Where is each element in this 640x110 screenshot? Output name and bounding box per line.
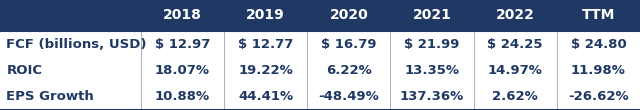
Text: $ 24.80: $ 24.80 bbox=[570, 38, 627, 50]
Text: 6.22%: 6.22% bbox=[326, 64, 372, 77]
Text: 19.22%: 19.22% bbox=[238, 64, 293, 77]
Text: -26.62%: -26.62% bbox=[568, 90, 628, 103]
Text: 2021: 2021 bbox=[413, 8, 451, 22]
Text: FCF (billions, USD): FCF (billions, USD) bbox=[6, 38, 147, 50]
Text: 2020: 2020 bbox=[330, 8, 368, 22]
Text: 44.41%: 44.41% bbox=[238, 90, 293, 103]
Text: $ 24.25: $ 24.25 bbox=[488, 38, 543, 50]
Text: 137.36%: 137.36% bbox=[400, 90, 464, 103]
Bar bbox=[0, 84, 640, 110]
Text: EPS Growth: EPS Growth bbox=[6, 90, 94, 103]
Text: 2019: 2019 bbox=[246, 8, 285, 22]
Text: $ 21.99: $ 21.99 bbox=[404, 38, 460, 50]
Text: 18.07%: 18.07% bbox=[155, 64, 210, 77]
Bar bbox=[0, 31, 640, 57]
Text: -48.49%: -48.49% bbox=[319, 90, 379, 103]
Text: $ 12.77: $ 12.77 bbox=[238, 38, 293, 50]
Text: $ 16.79: $ 16.79 bbox=[321, 38, 376, 50]
Text: 10.88%: 10.88% bbox=[155, 90, 210, 103]
Text: 13.35%: 13.35% bbox=[404, 64, 460, 77]
Text: ROIC: ROIC bbox=[6, 64, 42, 77]
Bar bbox=[0, 57, 640, 84]
Text: 2022: 2022 bbox=[496, 8, 534, 22]
Text: 2.62%: 2.62% bbox=[492, 90, 538, 103]
Text: $ 12.97: $ 12.97 bbox=[155, 38, 210, 50]
Text: 11.98%: 11.98% bbox=[571, 64, 626, 77]
Bar bbox=[0, 0, 640, 31]
Text: 2018: 2018 bbox=[163, 8, 202, 22]
Text: TTM: TTM bbox=[582, 8, 615, 22]
Text: 14.97%: 14.97% bbox=[488, 64, 543, 77]
